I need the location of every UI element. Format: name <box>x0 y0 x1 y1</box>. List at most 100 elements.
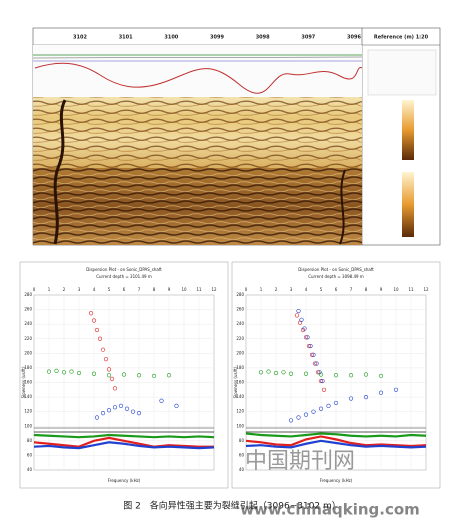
y-tick-label: 80 <box>27 438 33 443</box>
data-point <box>333 400 339 406</box>
data-point <box>315 370 321 375</box>
data-point <box>136 411 142 416</box>
y-tick-label: 220 <box>24 336 32 341</box>
data-point <box>312 361 318 366</box>
series-line <box>245 432 427 438</box>
data-point <box>378 373 384 379</box>
plot-subtitle: Current depth = 3101.49 m <box>96 274 152 279</box>
data-point <box>88 311 94 316</box>
y-tick-label: 160 <box>24 380 32 385</box>
data-point <box>273 370 279 376</box>
reference-label: Reference (m) 1:20 <box>374 35 429 41</box>
data-point <box>308 343 313 349</box>
depth-tick-label: 3099 <box>210 35 224 41</box>
x-tick-label: 7 <box>138 287 141 292</box>
data-point <box>311 352 316 357</box>
data-point <box>311 409 316 414</box>
dispersion-plots: Dispersion Plot - on Sonic_DPAS_shaft Cur… <box>19 261 441 489</box>
data-point <box>321 387 327 392</box>
depth-tick-label: 3096 <box>347 35 361 41</box>
data-point <box>54 368 59 373</box>
x-tick-label: 6 <box>123 287 126 292</box>
data-point <box>314 361 319 366</box>
watermark-url: www.chinaqking.com <box>240 501 420 519</box>
dispersion-plot: Dispersion Plot - on Sonic_DPAS_shaft Cur… <box>231 261 441 489</box>
y-tick-label: 240 <box>236 321 244 326</box>
y-tick-label: 280 <box>24 292 32 297</box>
x-tick-label: 10 <box>181 287 187 292</box>
plot-subtitle: Current depth = 3098.49 m <box>308 274 364 279</box>
data-point <box>318 372 324 377</box>
y-tick-label: 220 <box>236 336 244 341</box>
x-tick-label: 1 <box>48 287 51 292</box>
data-point <box>118 403 124 408</box>
data-point <box>299 317 304 322</box>
x-tick-label: 11 <box>408 287 414 292</box>
borehole-image-texture <box>33 168 362 245</box>
y-tick-label: 280 <box>236 292 244 297</box>
depth-tick-label: 3098 <box>256 35 270 41</box>
legend-track <box>367 49 437 96</box>
y-tick-label: 60 <box>239 452 245 457</box>
y-tick-label: 260 <box>24 307 32 312</box>
series-line <box>245 435 427 448</box>
data-point <box>103 357 109 362</box>
data-point <box>100 347 106 352</box>
series-line <box>33 433 215 439</box>
color-bar <box>402 172 414 237</box>
series-line <box>33 441 215 450</box>
data-point <box>303 335 309 340</box>
y-tick-label: 40 <box>239 467 245 472</box>
y-tick-label: 200 <box>24 350 32 355</box>
data-point <box>303 371 309 376</box>
x-tick-label: 9 <box>168 287 171 292</box>
data-point <box>91 318 97 323</box>
fracture-trace <box>339 169 346 245</box>
figure-caption: 图 2 各向异性强主要为裂缝引起（3096~3102 m） <box>123 500 341 512</box>
data-point <box>281 370 286 375</box>
curve <box>34 62 363 94</box>
borehole-image-texture <box>33 97 362 168</box>
y-tick-label: 140 <box>236 394 244 399</box>
data-point <box>174 403 179 408</box>
x-axis-label: Frequency (kHz) <box>320 478 353 483</box>
data-point <box>166 373 172 378</box>
x-tick-label: 10 <box>393 287 399 292</box>
y-tick-label: 200 <box>236 350 244 355</box>
x-tick-label: 0 <box>245 287 248 292</box>
log-panel: Reference (m) 1:20 3102 3101 3100 3099 3098 3… <box>32 27 441 246</box>
y-tick-label: 140 <box>24 394 32 399</box>
data-point <box>294 313 300 318</box>
plot-title: Dispersion Plot - on Sonic_DPAS_shaft <box>86 267 162 272</box>
x-axis-label: Frequency (kHz) <box>108 478 141 483</box>
color-bar <box>402 100 414 160</box>
depth-tick-label: 3102 <box>73 35 87 41</box>
series-line <box>245 439 427 449</box>
depth-ticks: 3102 3101 3100 3099 3098 3097 3096 <box>73 35 361 41</box>
data-point <box>296 415 301 420</box>
data-point <box>318 378 324 384</box>
data-point <box>94 415 100 420</box>
data-point <box>318 406 324 411</box>
x-tick-label: 3 <box>78 287 81 292</box>
data-point <box>296 308 301 314</box>
data-point <box>159 398 164 403</box>
data-point <box>112 405 118 410</box>
data-point <box>130 409 136 414</box>
y-tick-label: 240 <box>24 321 32 326</box>
x-tick-label: 2 <box>275 287 278 292</box>
watermark: 中国期刊网 <box>245 449 355 474</box>
data-point <box>61 370 67 375</box>
data-point <box>333 373 339 378</box>
data-point <box>378 390 384 395</box>
data-point <box>46 369 52 374</box>
x-tick-label: 7 <box>350 287 353 292</box>
data-point <box>124 406 130 411</box>
data-point <box>258 370 264 375</box>
y-tick-label: 120 <box>236 409 244 414</box>
data-point <box>288 418 294 423</box>
data-point <box>309 352 315 357</box>
x-tick-label: 11 <box>196 287 202 292</box>
data-point <box>112 386 118 391</box>
